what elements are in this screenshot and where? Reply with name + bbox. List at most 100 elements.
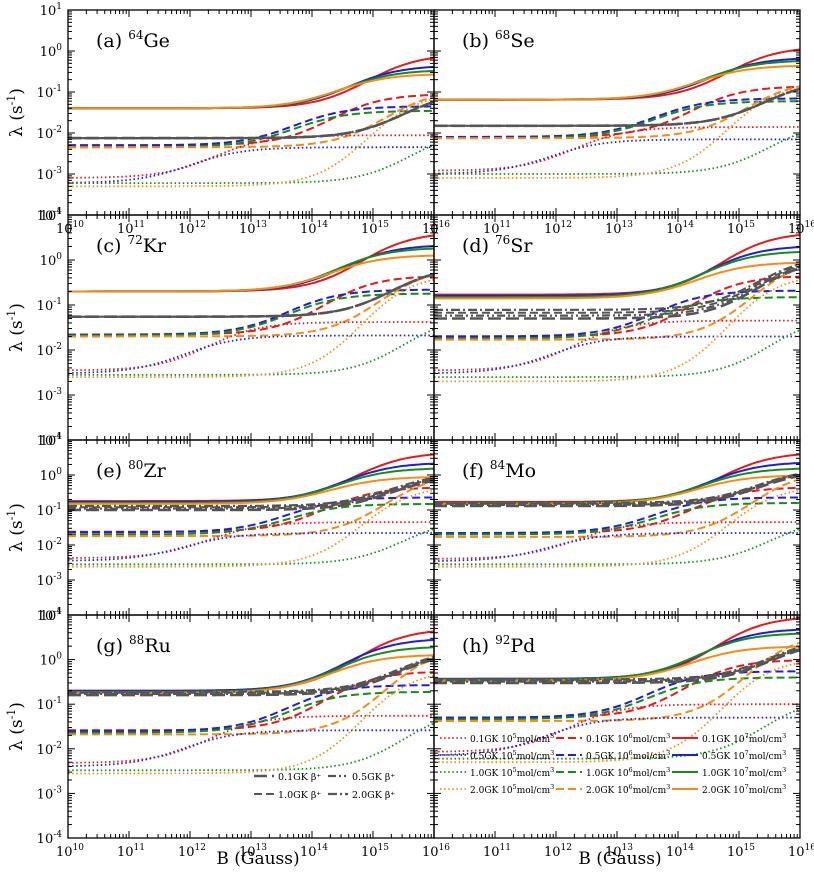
x-tick-label: 1013: [605, 220, 633, 237]
series-line: [68, 684, 434, 732]
series-line: [434, 266, 800, 320]
legend-item: 2.0GK 105mol/cm3: [440, 783, 554, 796]
series-group: [434, 617, 800, 764]
x-tick-label: 1013: [239, 843, 267, 860]
series-line: [434, 100, 800, 140]
ticks: [67, 214, 435, 441]
y-axis-label: λ (s-1): [5, 303, 27, 352]
panel-title: (g) 88Ru: [96, 633, 171, 657]
legend-label: 2.0GK β⁺: [352, 790, 395, 801]
series-line: [68, 278, 434, 378]
x-tick-label: 1011: [117, 220, 145, 237]
series-line: [68, 65, 434, 110]
y-tick-label: 10-4: [37, 207, 63, 224]
series-line: [434, 64, 800, 101]
legend-label: 0.5GK β⁺: [352, 772, 395, 783]
series-line: [434, 319, 800, 372]
ticks: [67, 614, 435, 839]
legend-item: 0.5GK 105mol/cm3: [440, 749, 554, 762]
series-group: [434, 48, 800, 179]
series-line: [68, 146, 434, 184]
x-tick-label: 1015: [727, 843, 755, 860]
legend: 0.1GK β⁺ 0.5GK β⁺ 1.0GK β⁺ 2.0GK β⁺ 0.1GK 10…: [254, 732, 786, 801]
panel-b: 1011 1012 1013 1014 1015 1016 (b) 68Se: [433, 9, 814, 237]
series-line: [68, 476, 434, 508]
y-tick-label: 10-1: [37, 502, 62, 519]
legend-item-gray: 2.0GK β⁺: [328, 790, 395, 801]
series-line: [434, 335, 800, 374]
y-tick-label: 100: [40, 467, 63, 484]
legend-item: 2.0GK 107mol/cm3: [672, 783, 786, 796]
series-line: [68, 95, 434, 149]
legend-item: 1.0GK 105mol/cm3: [440, 766, 554, 779]
series-line: [434, 87, 800, 127]
y-tick-label: 101: [40, 432, 62, 449]
series-line: [434, 647, 800, 682]
legend-label: 0.1GK 106mol/cm3: [586, 732, 670, 745]
legend-item: 0.5GK 107mol/cm3: [672, 749, 786, 762]
x-tick-label: 1012: [178, 843, 206, 860]
series-line: [434, 670, 800, 719]
x-tick-label: 1010: [56, 843, 84, 860]
y-tick-label: 101: [40, 207, 62, 224]
series-line: [68, 144, 434, 184]
y-axis-label: λ (s-1): [5, 503, 27, 552]
series-line: [434, 496, 800, 534]
x-tick-label: 1015: [727, 220, 755, 237]
legend-label: 0.5GK 106mol/cm3: [586, 749, 670, 762]
series-line: [68, 674, 434, 775]
series-line: [434, 126, 800, 172]
series-line: [68, 729, 434, 767]
legend-item-gray: 0.5GK β⁺: [328, 772, 395, 783]
legend-label: 1.0GK 107mol/cm3: [702, 766, 786, 779]
panel-c: 10-4 10-3 10-2 10-1 100 101 (c) 72Kr: [37, 207, 435, 449]
legend-label: 0.1GK 105mol/cm3: [470, 732, 554, 745]
x-axis-label-left: B (Gauss): [216, 849, 299, 869]
x-tick-label: 1012: [178, 220, 206, 237]
legend-label: 0.1GK 107mol/cm3: [702, 732, 786, 745]
x-tick-label: 1013: [605, 843, 633, 860]
y-tick-label: 10-2: [37, 741, 62, 758]
ticks: [433, 214, 801, 441]
series-line: [434, 262, 800, 311]
panel-title: (e) 80Zr: [96, 458, 167, 482]
series-line: [434, 266, 800, 341]
series-line: [434, 641, 800, 722]
legend-label: 1.0GK 105mol/cm3: [470, 766, 554, 779]
series-line: [68, 334, 434, 374]
x-tick-label: 1011: [483, 220, 511, 237]
series-line: [434, 251, 800, 299]
series-line: [434, 85, 800, 140]
series-line: [68, 254, 434, 293]
series-line: [434, 703, 800, 753]
legend-label: 0.1GK β⁺: [278, 772, 321, 783]
series-line: [434, 289, 800, 338]
series-line: [434, 132, 800, 175]
series-group: [434, 453, 800, 568]
panel-title: (b) 68Se: [462, 28, 535, 52]
panel-title: (f) 84Mo: [462, 458, 536, 482]
y-tick-label: 10-2: [37, 342, 62, 359]
legend-label: 0.5GK 107mol/cm3: [702, 749, 786, 762]
series-line: [68, 657, 434, 736]
series-line: [434, 472, 800, 504]
series-line: [434, 87, 800, 127]
series-group: [68, 453, 434, 568]
legend-item: 2.0GK 106mol/cm3: [556, 783, 670, 796]
series-line: [68, 273, 434, 338]
y-tick-label: 100: [40, 252, 63, 269]
y-tick-label: 101: [40, 607, 62, 624]
series-line: [434, 87, 800, 128]
series-line: [68, 532, 434, 562]
series-line: [434, 264, 800, 314]
series-line: [434, 502, 800, 536]
panel-g: 10-4 10-3 10-2 10-1 100 101 1010 1011 1012 1013 10…: [37, 607, 451, 860]
y-tick-label: 10-4: [37, 432, 63, 449]
y-tick-label: 10-3: [37, 572, 63, 589]
series-line: [434, 60, 800, 101]
ticks: [433, 9, 801, 216]
series-line: [434, 261, 800, 300]
y-tick-label: 10-2: [37, 125, 62, 142]
x-tick-label: 1013: [239, 220, 267, 237]
